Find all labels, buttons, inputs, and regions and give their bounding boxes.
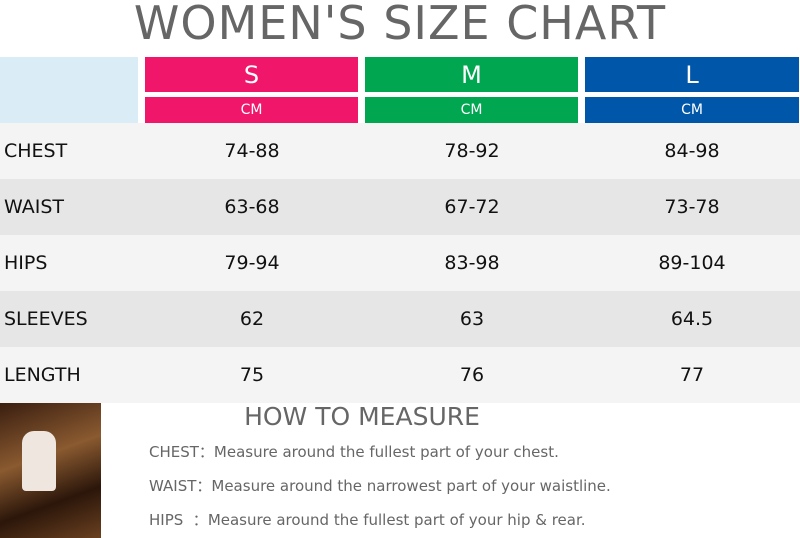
unit-header: CM <box>585 97 799 123</box>
measure-text: Measure around the fullest part of your … <box>207 511 586 529</box>
table-row: HIPS 79-94 83-98 89-104 <box>0 235 800 291</box>
table-row: WAIST 63-68 67-72 73-78 <box>0 179 800 235</box>
size-header: S <box>145 57 358 92</box>
photo-dress <box>22 431 56 491</box>
size-value: 84-98 <box>664 140 720 162</box>
measure-line: HIPS ：Measure around the fullest part of… <box>149 509 586 530</box>
measure-line: CHEST：Measure around the fullest part of… <box>149 441 559 462</box>
row-label: HIPS <box>4 252 48 274</box>
size-value: 73-78 <box>664 196 720 218</box>
size-value: 75 <box>239 364 265 386</box>
size-value: 62 <box>239 308 265 330</box>
model-photo <box>0 403 101 538</box>
size-value: 64.5 <box>670 308 714 330</box>
measure-label: CHEST： <box>149 443 214 461</box>
size-value: 78-92 <box>444 140 500 162</box>
size-value: 76 <box>459 364 485 386</box>
unit-header: CM <box>145 97 358 123</box>
measure-text: Measure around the fullest part of your … <box>213 443 559 461</box>
size-value: 63 <box>459 308 485 330</box>
measure-text: Measure around the narrowest part of you… <box>211 477 611 495</box>
measure-line: WAIST：Measure around the narrowest part … <box>149 475 611 496</box>
row-label: WAIST <box>4 196 65 218</box>
size-header: L <box>585 57 799 92</box>
size-value: 83-98 <box>444 252 500 274</box>
measure-label: HIPS ： <box>149 511 208 529</box>
size-value: 77 <box>679 364 705 386</box>
size-value: 74-88 <box>224 140 280 162</box>
size-header: M <box>365 57 578 92</box>
table-row: LENGTH 75 76 77 <box>0 347 800 403</box>
size-value: 79-94 <box>224 252 280 274</box>
row-label: SLEEVES <box>4 308 88 330</box>
title: WOMEN'S SIZE CHART <box>133 0 667 50</box>
table-row: CHEST 74-88 78-92 84-98 <box>0 123 800 179</box>
measure-title: HOW TO MEASURE <box>244 402 480 431</box>
size-value: 89-104 <box>658 252 726 274</box>
corner-cell <box>0 57 138 123</box>
table-row: SLEEVES 62 63 64.5 <box>0 291 800 347</box>
measure-label: WAIST： <box>149 477 212 495</box>
size-value: 67-72 <box>444 196 500 218</box>
row-label: LENGTH <box>4 364 81 386</box>
size-value: 63-68 <box>224 196 280 218</box>
row-label: CHEST <box>4 140 68 162</box>
unit-header: CM <box>365 97 578 123</box>
